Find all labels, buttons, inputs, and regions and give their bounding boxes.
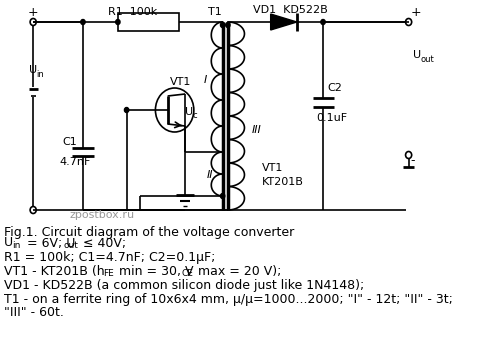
Text: min = 30, V: min = 30, V bbox=[115, 264, 193, 278]
Text: VT1: VT1 bbox=[262, 163, 283, 173]
Text: 0.1uF: 0.1uF bbox=[316, 113, 347, 123]
Text: out: out bbox=[64, 242, 79, 251]
Text: VT1 - KT201B (h: VT1 - KT201B (h bbox=[5, 264, 105, 278]
Text: U: U bbox=[185, 107, 193, 117]
Text: II: II bbox=[206, 170, 212, 180]
Text: T1: T1 bbox=[207, 7, 221, 17]
Text: CE: CE bbox=[181, 270, 193, 279]
Text: R1  100k: R1 100k bbox=[108, 7, 157, 17]
Text: FE: FE bbox=[103, 270, 114, 279]
Text: KT201B: KT201B bbox=[262, 177, 303, 187]
Circle shape bbox=[115, 19, 120, 25]
Circle shape bbox=[81, 19, 85, 25]
Text: C1: C1 bbox=[63, 137, 78, 147]
Text: c: c bbox=[192, 110, 197, 119]
Text: R1 = 100k; C1=4.7nF; C2=0.1μF;: R1 = 100k; C1=4.7nF; C2=0.1μF; bbox=[5, 251, 215, 263]
Text: 4.7nF: 4.7nF bbox=[59, 157, 91, 167]
Text: C2: C2 bbox=[327, 83, 342, 93]
Text: III: III bbox=[251, 125, 261, 135]
Text: T1 - on a ferrite ring of 10x6x4 mm, μ/μ=1000...2000; "I" - 12t; "II" - 3t;: T1 - on a ferrite ring of 10x6x4 mm, μ/μ… bbox=[5, 293, 452, 305]
Text: U: U bbox=[29, 65, 37, 75]
Bar bbox=[118, 13, 179, 31]
Text: VD1  KD522B: VD1 KD522B bbox=[253, 5, 327, 15]
Text: +: + bbox=[409, 6, 420, 18]
Text: U: U bbox=[412, 50, 420, 60]
Text: ≤ 40V;: ≤ 40V; bbox=[79, 237, 125, 249]
Circle shape bbox=[320, 19, 325, 25]
Circle shape bbox=[124, 108, 129, 112]
Circle shape bbox=[220, 23, 224, 27]
Text: VT1: VT1 bbox=[170, 77, 191, 87]
Text: -: - bbox=[409, 154, 414, 168]
Text: zpostbox.ru: zpostbox.ru bbox=[70, 210, 135, 220]
Text: I: I bbox=[203, 75, 206, 85]
Text: Fig.1. Circuit diagram of the voltage converter: Fig.1. Circuit diagram of the voltage co… bbox=[5, 226, 294, 239]
Polygon shape bbox=[270, 14, 296, 30]
Text: VD1 - KD522B (a common silicon diode just like 1N4148);: VD1 - KD522B (a common silicon diode jus… bbox=[5, 279, 364, 291]
Text: in: in bbox=[37, 69, 44, 78]
Text: max = 20 V);: max = 20 V); bbox=[193, 264, 281, 278]
Text: out: out bbox=[420, 54, 434, 64]
Text: +: + bbox=[28, 6, 39, 18]
Circle shape bbox=[225, 23, 229, 27]
Text: in: in bbox=[12, 242, 21, 251]
Text: U: U bbox=[5, 237, 14, 249]
Text: = 6V; U: = 6V; U bbox=[23, 237, 75, 249]
Text: "III" - 60t.: "III" - 60t. bbox=[5, 306, 64, 320]
Circle shape bbox=[220, 194, 224, 198]
